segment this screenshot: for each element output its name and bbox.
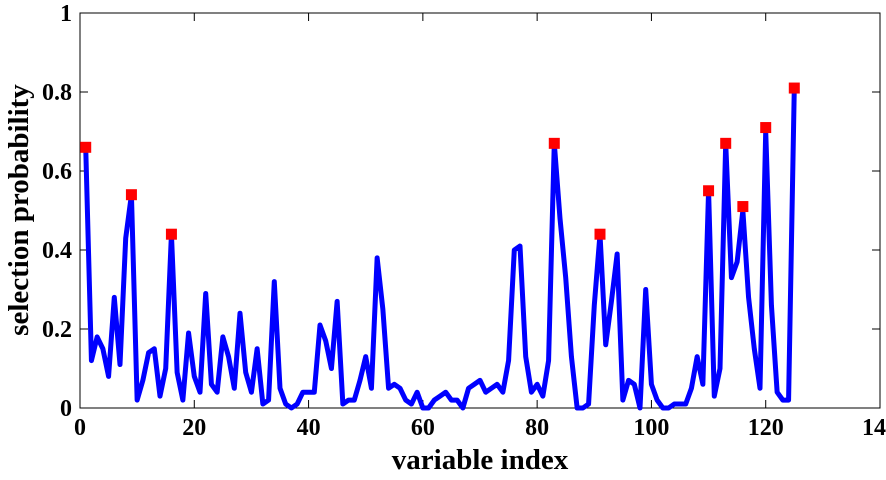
y-tick-label: 1 (60, 1, 72, 27)
highlight-marker (165, 228, 177, 240)
x-tick-label: 0 (74, 415, 86, 441)
x-tick-label: 20 (182, 415, 206, 441)
x-tick-label: 60 (411, 415, 435, 441)
y-tick-label: 0.6 (42, 159, 72, 185)
highlight-marker (720, 137, 732, 149)
highlight-marker (80, 141, 92, 153)
y-tick-label: 0 (60, 396, 72, 422)
x-tick-label: 40 (297, 415, 321, 441)
highlight-marker (788, 82, 800, 94)
highlight-markers (80, 82, 800, 240)
highlight-marker (548, 137, 560, 149)
x-tick-label: 120 (748, 415, 784, 441)
y-axis-label: selection probability (3, 84, 35, 336)
x-tick-label: 80 (525, 415, 549, 441)
x-axis-ticks: 0 20 40 60 80 100 120 140 (74, 13, 886, 441)
highlight-marker (703, 185, 715, 197)
highlight-marker (594, 228, 606, 240)
highlight-marker (125, 189, 137, 201)
x-axis-label: variable index (392, 444, 569, 475)
highlight-marker (737, 201, 749, 213)
y-tick-label: 0.2 (42, 317, 72, 343)
highlight-marker (760, 122, 772, 134)
y-tick-label: 0.8 (42, 80, 72, 106)
y-tick-label: 0.4 (42, 238, 72, 264)
x-tick-label: 140 (862, 415, 886, 441)
x-tick-label: 100 (633, 415, 669, 441)
y-axis-ticks: 0 0.2 0.4 0.6 0.8 1 (42, 1, 880, 422)
series-line (83, 85, 797, 411)
